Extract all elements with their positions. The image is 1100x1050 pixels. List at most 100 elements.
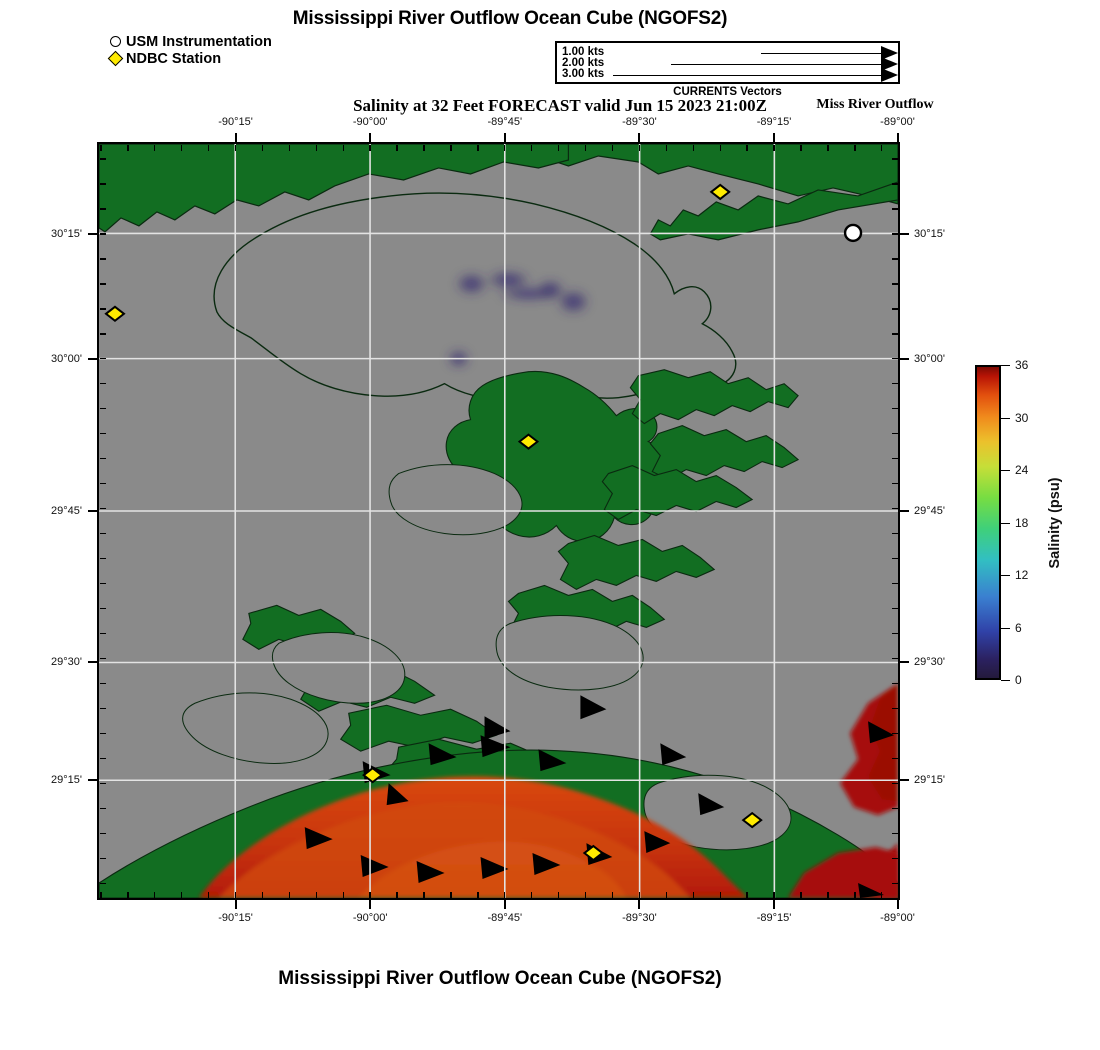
axis-tick-minor: [99, 158, 106, 160]
x-axis-label: -90°00': [352, 116, 388, 128]
axis-tick-minor: [288, 891, 291, 898]
axis-tick-minor: [342, 144, 344, 151]
axis-tick-minor: [99, 532, 106, 535]
x-axis-label: -89°30': [622, 116, 657, 128]
axis-tick-minor: [531, 891, 533, 898]
axis-tick-minor: [891, 233, 898, 235]
axis-tick-major: [234, 133, 237, 142]
axis-tick-major: [503, 133, 506, 142]
axis-tick-minor: [891, 158, 898, 160]
axis-tick-minor: [396, 891, 398, 898]
axis-tick-minor: [99, 183, 106, 185]
axis-tick-minor: [891, 183, 898, 185]
colorbar-tick: [1001, 680, 1010, 681]
currents-key-caption: CURRENTS Vectors: [673, 86, 782, 98]
axis-tick-minor: [891, 607, 898, 610]
axis-tick-minor: [99, 632, 106, 635]
salinity-plume: [198, 776, 749, 898]
axis-tick-minor: [127, 144, 129, 151]
axis-tick-minor: [99, 383, 106, 385]
colorbar-tick-label: 18: [1015, 515, 1029, 530]
salinity-map[interactable]: [97, 142, 900, 900]
axis-tick-major: [896, 133, 899, 142]
axis-tick-major: [369, 133, 372, 142]
usm-instrumentation-marker[interactable]: [843, 223, 863, 243]
axis-tick-major: [88, 232, 97, 235]
colorbar-gradient: [975, 365, 1001, 680]
axis-tick-minor: [611, 144, 614, 151]
vector-arrowhead-icon: [881, 46, 898, 60]
x-axis-label: -89°00': [880, 912, 915, 924]
axis-tick-minor: [154, 144, 156, 151]
ndbc-station-marker[interactable]: [582, 844, 604, 862]
axis-tick-minor: [611, 891, 614, 898]
axis-tick-minor: [881, 891, 883, 898]
colorbar-tick: [1001, 365, 1010, 366]
legend-label-ndbc: NDBC Station: [126, 51, 222, 67]
currents-key-label-3: 3.00 kts: [562, 68, 605, 80]
y-axis-label: 29°30': [914, 656, 945, 669]
x-axis-label: -90°15': [218, 116, 253, 128]
page-title: Mississippi River Outflow Ocean Cube (NG…: [292, 8, 728, 29]
axis-tick-minor: [99, 857, 106, 860]
axis-tick-minor: [891, 333, 898, 335]
colorbar-tick-label: 12: [1015, 568, 1029, 582]
y-axis-label: 30°15': [914, 227, 945, 240]
currents-key-label-2: 2.00 kts: [562, 57, 605, 69]
axis-tick-minor: [99, 433, 106, 435]
footer-title: Mississippi River Outflow Ocean Cube (NG…: [278, 968, 722, 989]
axis-tick-minor: [99, 582, 106, 585]
y-axis-label: 29°15': [51, 773, 82, 786]
axis-tick-minor: [99, 358, 106, 360]
axis-tick-minor: [100, 891, 102, 898]
axis-tick-minor: [891, 508, 898, 510]
axis-tick-minor: [99, 657, 106, 660]
axis-tick-minor: [891, 433, 898, 435]
axis-tick-minor: [827, 891, 829, 898]
axis-tick-minor: [99, 333, 106, 335]
currents-key-row-2: 2.00 kts: [557, 57, 898, 71]
axis-tick-minor: [99, 832, 106, 835]
axis-tick-minor: [891, 807, 898, 810]
axis-tick-minor: [207, 891, 210, 898]
axis-tick-minor: [854, 891, 856, 898]
x-axis-label: -89°00': [880, 116, 915, 128]
y-axis-label: 29°45': [51, 505, 82, 518]
axis-tick-major: [234, 900, 237, 909]
ndbc-station-marker[interactable]: [709, 183, 731, 201]
axis-tick-minor: [531, 144, 533, 151]
axis-tick-minor: [100, 144, 102, 151]
axis-tick-minor: [477, 144, 479, 151]
legend-item-ndbc: NDBC Station: [107, 50, 272, 68]
axis-tick-minor: [827, 144, 829, 151]
axis-tick-minor: [891, 458, 898, 460]
ndbc-station-marker[interactable]: [517, 433, 540, 450]
axis-tick-minor: [99, 557, 106, 560]
axis-tick-minor: [234, 144, 237, 151]
axis-tick-minor: [99, 258, 106, 260]
axis-tick-minor: [99, 408, 106, 410]
currents-key-row-1: 1.00 kts: [557, 46, 898, 60]
axis-tick-minor: [342, 891, 344, 898]
x-axis-label: -89°30': [622, 912, 657, 924]
axis-tick-minor: [800, 144, 802, 151]
x-axis-label: -90°00': [352, 912, 388, 924]
axis-tick-minor: [99, 607, 106, 610]
ndbc-station-marker[interactable]: [362, 766, 384, 784]
y-axis-label: 29°15': [914, 773, 945, 786]
axis-tick-minor: [891, 557, 898, 560]
colorbar[interactable]: 0 6 12 18 24 30 36 Salinity (psu): [975, 358, 1100, 687]
station-markers: [104, 183, 863, 862]
vector-arrowhead-icon: [881, 57, 898, 71]
axis-tick-minor: [207, 144, 210, 151]
ndbc-station-marker[interactable]: [741, 811, 763, 829]
axis-tick-minor: [891, 358, 898, 360]
ndbc-station-marker[interactable]: [104, 305, 126, 323]
axis-tick-major: [900, 357, 909, 360]
axis-tick-major: [88, 510, 97, 513]
axis-tick-major: [503, 900, 506, 909]
x-axis-label: -89°15': [756, 912, 792, 924]
y-axis-label: 30°15': [51, 227, 82, 240]
axis-tick-major: [900, 510, 909, 513]
axis-tick-minor: [450, 144, 452, 151]
